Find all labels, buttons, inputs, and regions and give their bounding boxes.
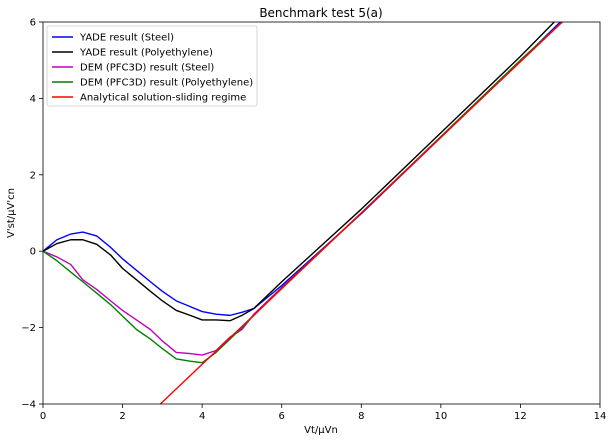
legend: YADE result (Steel) YADE result (Polyethy…: [46, 25, 258, 107]
x-tick-label: 12: [514, 411, 527, 422]
y-tick-label: 0: [30, 247, 36, 258]
y-tick-label: −4: [21, 400, 36, 411]
x-axis: 0 2 4 6 8 10 12 14: [40, 404, 607, 422]
x-tick-label: 2: [119, 411, 125, 422]
legend-label-4: DEM (PFC3D) result (Polyethylene): [80, 78, 253, 89]
series-line-5: [159, 22, 563, 404]
y-axis-label: V'st/μV'cn: [6, 188, 17, 238]
legend-label-5: Analytical solution-sliding regime: [80, 93, 246, 104]
y-tick-label: 6: [30, 18, 36, 29]
y-tick-label: 4: [30, 94, 36, 105]
y-tick-label: 2: [30, 170, 36, 181]
legend-label-1: YADE result (Steel): [79, 33, 174, 44]
legend-box: [46, 25, 258, 107]
y-axis: −4 −2 0 2 4 6: [21, 18, 43, 411]
y-tick-label: −2: [21, 323, 36, 334]
plot-lines: [43, 22, 563, 404]
x-tick-label: 0: [40, 411, 46, 422]
series-line-2: [43, 22, 555, 322]
x-tick-label: 8: [358, 411, 364, 422]
x-tick-label: 6: [279, 411, 285, 422]
x-tick-label: 10: [434, 411, 447, 422]
chart-title: Benchmark test 5(a): [259, 6, 382, 20]
legend-label-2: YADE result (Polyethylene): [79, 48, 213, 59]
x-tick-label: 14: [594, 411, 607, 422]
plot-frame: [42, 21, 601, 405]
x-tick-label: 4: [199, 411, 205, 422]
legend-label-3: DEM (PFC3D) result (Steel): [80, 63, 214, 74]
x-axis-label: Vt/μVn: [304, 425, 338, 436]
